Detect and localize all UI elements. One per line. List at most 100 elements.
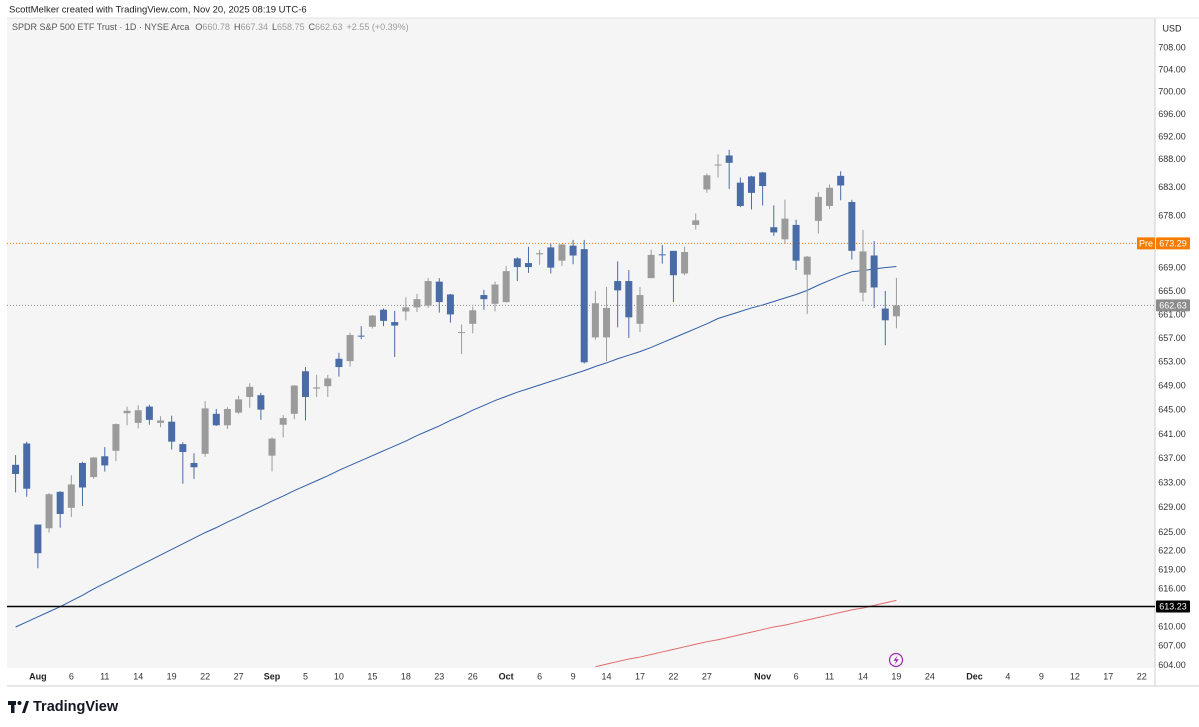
price-tag — [1156, 237, 1190, 250]
x-tick-label: 22 — [200, 671, 210, 681]
candle-body — [781, 218, 789, 240]
y-tick-label: 665.00 — [1158, 286, 1186, 296]
candle-body — [335, 358, 343, 368]
candle-body — [636, 295, 644, 324]
x-tick-label: 9 — [1039, 671, 1044, 681]
candle-body — [402, 307, 410, 312]
candle-body — [536, 253, 544, 255]
x-tick-label: 19 — [167, 671, 177, 681]
y-tick-label: 610.00 — [1158, 621, 1186, 631]
candle-body — [558, 244, 566, 261]
candle-body — [134, 410, 142, 423]
legend-value: 667.34 — [240, 22, 268, 32]
candle-body — [547, 247, 555, 268]
candle-body — [870, 255, 878, 288]
candle-body — [56, 491, 64, 515]
logo — [8, 701, 29, 713]
candle-body — [34, 524, 42, 554]
candle-body — [346, 335, 354, 362]
candle-body — [770, 227, 778, 233]
candle-body — [12, 464, 20, 474]
y-tick-label: 622.00 — [1158, 546, 1186, 556]
candle-body — [301, 371, 309, 397]
candle-body — [892, 305, 900, 317]
candle-body — [614, 281, 622, 291]
candle-body — [368, 315, 376, 327]
x-tick-label: 23 — [434, 671, 444, 681]
x-tick-label: 27 — [234, 671, 244, 681]
candle-body — [435, 281, 443, 303]
brand: TradingView — [33, 699, 119, 715]
candle-body — [391, 322, 399, 326]
currency: USD — [1162, 23, 1182, 33]
candle-body — [681, 252, 689, 274]
y-tick-label: 688.00 — [1158, 154, 1186, 164]
moving-average-line — [595, 599, 897, 668]
x-tick-label: 11 — [825, 671, 834, 681]
legend-value: 660.78 — [202, 22, 230, 32]
candle-body — [792, 224, 800, 261]
price-tag-label: 613.23 — [1159, 601, 1187, 611]
x-tick-label: Nov — [754, 671, 771, 681]
candle-body — [647, 254, 655, 279]
y-tick-label: 708.00 — [1158, 42, 1186, 52]
plot — [7, 149, 1155, 668]
candle-body — [78, 462, 86, 488]
y-tick-label: 625.00 — [1158, 527, 1186, 537]
candle-body — [658, 254, 666, 256]
candle-body — [235, 399, 243, 413]
candle-body — [591, 303, 599, 338]
candle-body — [837, 175, 845, 186]
candle-body — [268, 438, 276, 456]
candle-body — [90, 457, 98, 478]
candle-body — [480, 295, 488, 300]
candle-body — [458, 332, 466, 334]
candle-body — [580, 249, 588, 363]
candle-body — [603, 307, 611, 338]
y-tick-label: 641.00 — [1158, 429, 1186, 439]
y-tick-label: 653.00 — [1158, 357, 1186, 367]
candle-body — [513, 258, 521, 268]
candle-body — [290, 385, 298, 414]
y-tick-label: 637.00 — [1158, 453, 1186, 463]
candle-body — [491, 284, 499, 304]
x-tick-label: 12 — [1070, 671, 1080, 681]
x-tick-label: 6 — [69, 671, 74, 681]
header: ScottMelker created with TradingView.com… — [9, 5, 307, 16]
y-tick-label: 633.00 — [1158, 478, 1186, 488]
y-tick-label: 604.00 — [1158, 660, 1186, 670]
y-tick-label: 692.00 — [1158, 131, 1186, 141]
x-tick-label: 6 — [537, 671, 542, 681]
candle-body — [759, 172, 767, 187]
candle-body — [67, 484, 75, 508]
candle-body — [168, 421, 176, 442]
x-tick-label: 6 — [794, 671, 799, 681]
candle-body — [747, 176, 755, 193]
candle-body — [424, 281, 432, 306]
x-tick-label: Sep — [264, 671, 281, 681]
candle-body — [101, 456, 109, 466]
candle-body — [246, 386, 254, 397]
x-tick-label: 18 — [401, 671, 411, 681]
x-tick-label: 15 — [367, 671, 377, 681]
x-tick-label: Oct — [499, 671, 514, 681]
candle-body — [23, 443, 31, 489]
y-tick-label: 669.00 — [1158, 263, 1186, 273]
y-tick-label: 607.00 — [1158, 641, 1186, 651]
candle-body — [380, 309, 388, 321]
x-tick-label: 17 — [1103, 671, 1113, 681]
candle-body — [725, 155, 733, 163]
candle-body — [257, 395, 265, 410]
y-tick-label: 678.00 — [1158, 211, 1186, 221]
x-tick-label: 10 — [334, 671, 344, 681]
candle-body — [313, 387, 321, 389]
candle-body — [814, 196, 822, 221]
legend-value: 662.63 — [315, 22, 343, 32]
candle-body — [223, 409, 231, 426]
candle-body — [692, 220, 700, 225]
moving-average-line — [15, 266, 897, 628]
candle-body — [736, 182, 744, 207]
candle-body — [469, 310, 477, 324]
candle-body — [413, 299, 421, 308]
